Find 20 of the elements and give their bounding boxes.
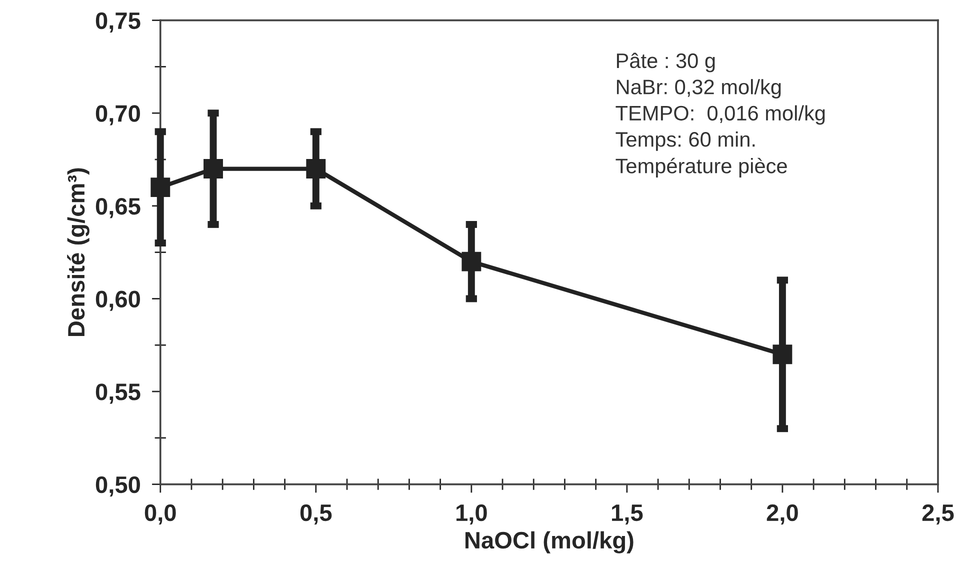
x-tick-label: 0,0: [144, 504, 176, 525]
annotation: Pâte : 30 g NaBr: 0,32 mol/kg TEMPO: 0,016 mol/kg Temps: 60 min. Température pièce: [616, 52, 825, 178]
y-tick-label: 0,50: [96, 476, 140, 497]
x-axis-title: NaOCl (mol/kg): [465, 531, 634, 554]
x-tick-label: 0,5: [300, 504, 332, 525]
y-tick-label: 0,75: [96, 12, 140, 33]
y-tick-label: 0,55: [96, 384, 140, 404]
point: [150, 178, 170, 198]
point: [204, 159, 223, 179]
x-tick-label: 2,0: [766, 504, 798, 525]
y-tick-label: 0,65: [96, 198, 140, 218]
y-tick-label: 0,60: [96, 290, 140, 311]
point: [306, 159, 326, 179]
x-tick-label: 1,0: [456, 504, 487, 525]
point: [462, 252, 482, 272]
point: [772, 344, 792, 364]
y-tick-label: 0,70: [96, 105, 140, 126]
y-axis-title: Densité (g/cm³): [67, 168, 90, 336]
x-tick-label: 2,5: [922, 504, 954, 525]
x-tick-label: 1,5: [612, 504, 643, 525]
